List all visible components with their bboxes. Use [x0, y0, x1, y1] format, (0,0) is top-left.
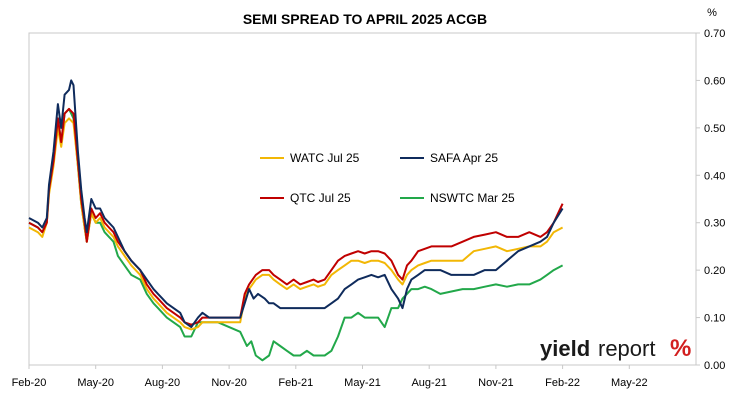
- x-tick-label: Feb-21: [278, 377, 313, 389]
- x-tick-label: May-21: [344, 377, 381, 389]
- y-tick-label: 0.10: [704, 313, 725, 325]
- y-tick-label: 0.20: [704, 265, 725, 277]
- x-axis: Feb-20 May-20 Aug-20 Nov-20 Feb-21 May-21 Aug-…: [12, 365, 648, 389]
- y-axis-unit-label: %: [707, 7, 717, 19]
- legend-label-safa-apr-25: SAFA Apr 25: [430, 151, 498, 165]
- y-tick-label: 0.40: [704, 170, 725, 182]
- series-line-safa-apr-25: [28, 79, 564, 329]
- watermark-percent: %: [670, 335, 691, 362]
- y-tick-label: 0.70: [704, 28, 725, 40]
- legend: WATC Jul 25 SAFA Apr 25 QTC Jul 25 NSWTC Ma…: [260, 151, 515, 205]
- series-layer: [28, 79, 564, 362]
- y-tick-label: 0.60: [704, 75, 725, 87]
- x-tick-label: May-20: [77, 377, 114, 389]
- y-axis: 0.00 0.10 0.20 0.30 0.40 0.50 0.60 0.70: [696, 28, 725, 372]
- legend-label-nswtc-mar-25: NSWTC Mar 25: [430, 191, 515, 205]
- x-tick-label: Aug-20: [145, 377, 180, 389]
- series-line-qtc-jul-25: [28, 107, 564, 326]
- watermark-logo: yield report %: [540, 335, 691, 362]
- x-tick-label: May-22: [611, 377, 648, 389]
- legend-label-qtc-jul-25: QTC Jul 25: [290, 191, 351, 205]
- y-tick-label: 0.00: [704, 360, 725, 372]
- chart-title: SEMI SPREAD TO APRIL 2025 ACGB: [243, 11, 487, 27]
- x-tick-label: Feb-22: [545, 377, 580, 389]
- x-tick-label: Feb-20: [12, 377, 47, 389]
- x-tick-label: Nov-20: [211, 377, 246, 389]
- legend-label-watc-jul-25: WATC Jul 25: [290, 151, 360, 165]
- x-tick-label: Aug-21: [411, 377, 446, 389]
- watermark-yield: yield: [540, 336, 590, 361]
- y-tick-label: 0.30: [704, 218, 725, 230]
- x-tick-label: Nov-21: [478, 377, 513, 389]
- watermark-report: report: [598, 336, 655, 361]
- y-tick-label: 0.50: [704, 123, 725, 135]
